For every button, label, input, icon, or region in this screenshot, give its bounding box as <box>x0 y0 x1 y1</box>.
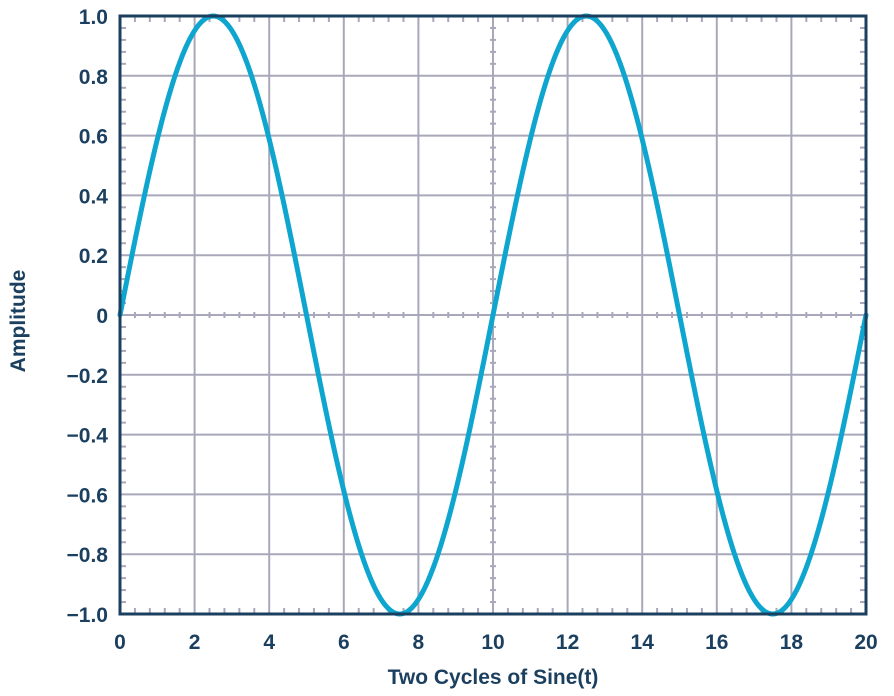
y-tick-label: 0.6 <box>79 126 108 149</box>
x-tick-label: 2 <box>189 631 201 654</box>
y-tick-label: 0 <box>96 305 108 328</box>
x-tick-label: 0 <box>114 631 126 654</box>
x-tick-labels: 0 2 4 6 8 10 12 14 16 18 20 <box>114 631 878 654</box>
y-tick-label: −0.4 <box>67 425 109 448</box>
y-tick-label: 0.2 <box>79 245 108 268</box>
plot-frame <box>118 14 868 616</box>
x-tick-label: 20 <box>854 631 877 654</box>
y-tick-label: −0.6 <box>67 484 108 507</box>
x-tick-label: 10 <box>481 631 504 654</box>
y-tick-label: 0.8 <box>79 66 109 89</box>
y-tick-label: −0.2 <box>67 365 108 388</box>
x-tick-label: 8 <box>413 631 425 654</box>
y-axis-title: Amplitude <box>7 270 30 373</box>
x-tick-label: 14 <box>631 631 655 654</box>
x-tick-label: 12 <box>556 631 579 654</box>
sine-series-line <box>117 13 869 617</box>
y-tick-labels: −1.0 −0.8 −0.6 −0.4 −0.2 0 0.2 0.4 0.6 0.8 1.0 <box>67 6 109 627</box>
series-layer <box>117 13 869 617</box>
x-tick-label: 18 <box>780 631 804 654</box>
x-tick-label: 4 <box>263 631 275 654</box>
x-axis-title: Two Cycles of Sine(t) <box>388 666 599 689</box>
y-tick-label: −0.8 <box>67 544 109 567</box>
x-tick-label: 6 <box>338 631 350 654</box>
y-tick-label: 0.4 <box>79 185 109 208</box>
x-tick-label: 16 <box>705 631 728 654</box>
y-tick-label: 1.0 <box>79 6 108 29</box>
y-tick-label: −1.0 <box>67 604 108 627</box>
